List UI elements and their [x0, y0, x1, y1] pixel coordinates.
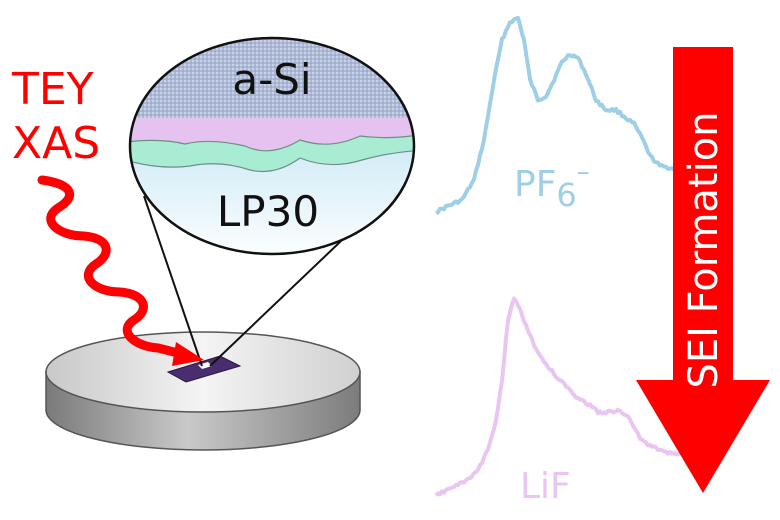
pf6-label: PF6–: [514, 157, 590, 214]
technique-line-1: TEY: [11, 64, 94, 115]
sei-formation-label: SEI Formation: [681, 111, 727, 388]
technique-label: TEY XAS: [11, 64, 100, 169]
lp30-label: LP30: [217, 187, 319, 236]
sei-layer: [130, 118, 414, 151]
green-layer: [130, 133, 414, 173]
pf6-label-subscript: 6: [556, 176, 576, 214]
a-si-label: a-Si: [232, 55, 311, 104]
xray-beam: [37, 175, 204, 366]
sample-chip: [166, 355, 242, 383]
sei-formation-arrow: SEI Formation: [636, 47, 770, 493]
lif-spectrum: LiF: [434, 296, 691, 507]
lif-label: LiF: [520, 466, 571, 507]
zoom-inset: a-Si LP30: [128, 36, 416, 256]
technique-line-2: XAS: [12, 118, 100, 169]
pf6-label-main: PF: [514, 164, 556, 205]
sample-stage: [45, 331, 361, 451]
pf6-spectrum: PF6–: [435, 15, 679, 216]
pf6-label-superscript: –: [577, 157, 590, 187]
